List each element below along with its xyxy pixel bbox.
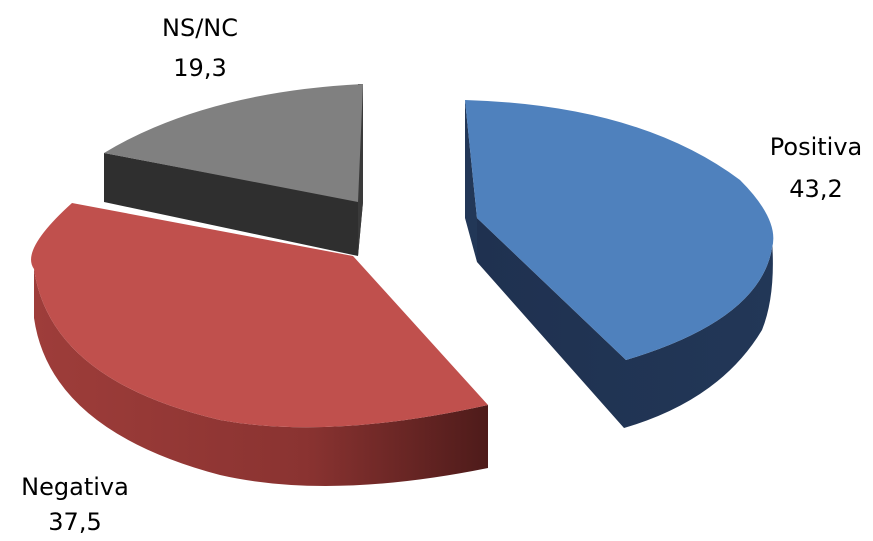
label-negativa-value: 37,5: [48, 508, 101, 536]
slice-negativa-top: [31, 203, 488, 428]
label-negativa-name: Negativa: [21, 473, 129, 501]
slice-ns-nc-side: [104, 153, 363, 256]
label-ns-nc-name: NS/NC: [162, 14, 238, 42]
slice-ns-nc: [104, 84, 363, 256]
slice-positiva-side-inner: [465, 100, 477, 262]
slice-negativa-side: [34, 269, 488, 486]
slice-positiva-side: [477, 218, 773, 428]
label-ns-nc-value: 19,3: [173, 54, 226, 82]
slice-positiva-top: [465, 100, 774, 360]
slice-negativa: [31, 203, 488, 486]
label-positiva-name: Positiva: [770, 133, 862, 161]
data-labels: Positiva 43,2 Negativa 37,5 NS/NC 19,3: [21, 14, 862, 536]
slice-ns-nc-top: [104, 84, 363, 202]
label-positiva-value: 43,2: [789, 175, 842, 203]
slice-positiva: [465, 100, 774, 428]
